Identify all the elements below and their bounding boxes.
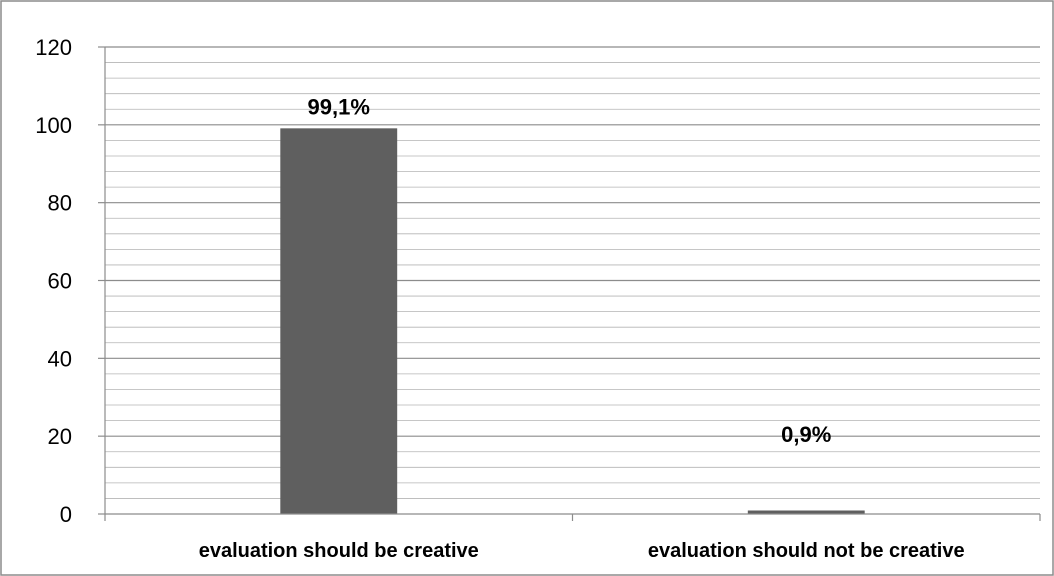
y-tick-label: 100 xyxy=(35,113,72,138)
axes xyxy=(98,46,1041,521)
gridlines xyxy=(105,46,1040,499)
y-tick-label: 120 xyxy=(35,35,72,60)
bar-2 xyxy=(747,510,865,514)
bars xyxy=(280,128,865,515)
x-category-label: evaluation should not be creative xyxy=(648,540,965,562)
y-tick-label: 40 xyxy=(48,346,72,371)
data-label: 0,9% xyxy=(781,422,831,447)
data-label: 99,1% xyxy=(308,94,370,119)
bar-1 xyxy=(280,128,398,515)
y-tick-label: 80 xyxy=(48,191,72,216)
labels: 0 20 40 60 80 100 120 evaluation should be crea… xyxy=(35,35,964,562)
y-tick-label: 0 xyxy=(60,502,72,527)
x-category-label: evaluation should be creative xyxy=(199,540,479,562)
y-tick-label: 60 xyxy=(48,269,72,294)
y-tick-label: 20 xyxy=(48,424,72,449)
